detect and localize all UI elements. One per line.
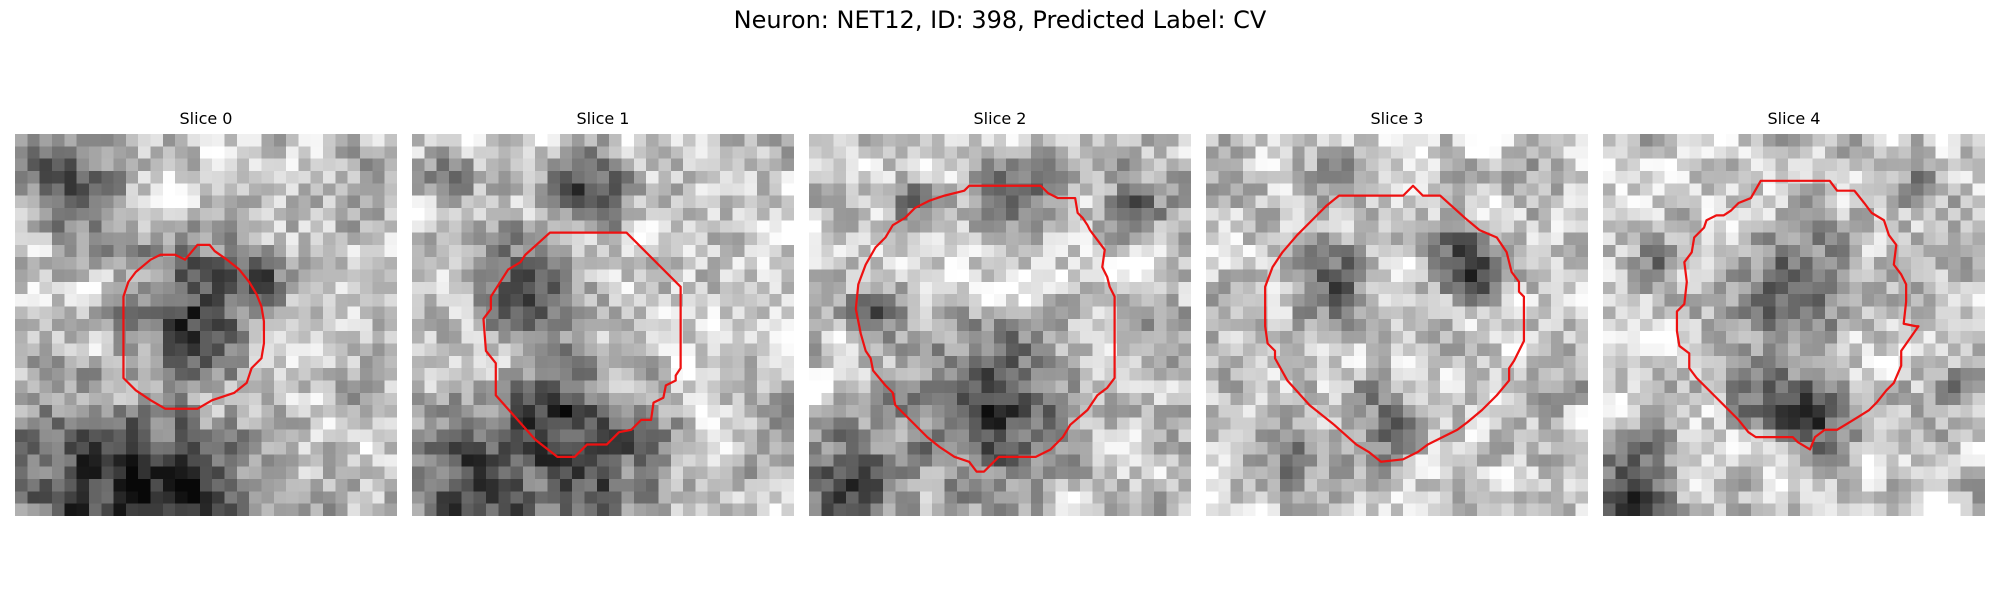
- slice-panel-1: Slice 1: [412, 108, 794, 516]
- slice-panel-4: Slice 4: [1603, 108, 1985, 516]
- slice-image-pixels-4: [1603, 134, 1985, 516]
- slice-image-pixels-0: [15, 134, 397, 516]
- slice-image-3: [1206, 134, 1588, 516]
- slice-image-pixels-1: [412, 134, 794, 516]
- cell-contour-1: [482, 231, 682, 458]
- slice-image-2: [809, 134, 1191, 516]
- slice-contour-svg-2: [854, 184, 1116, 473]
- slice-title-0: Slice 0: [179, 109, 233, 128]
- slice-contour-svg-1: [482, 231, 682, 458]
- figure-title: Neuron: NET12, ID: 398, Predicted Label:…: [733, 6, 1267, 34]
- cell-contour-0: [122, 243, 266, 410]
- slice-image-1: [412, 134, 794, 516]
- slice-panel-2: Slice 2: [809, 108, 1191, 516]
- slice-title-1: Slice 1: [576, 109, 630, 128]
- slice-panel-3: Slice 3: [1206, 108, 1588, 516]
- slice-contour-svg-3: [1264, 184, 1526, 463]
- cell-contour-2: [854, 184, 1116, 473]
- slice-image-4: [1603, 134, 1985, 516]
- slice-panel-0: Slice 0: [15, 108, 397, 516]
- slice-image-pixels-2: [809, 134, 1191, 516]
- slice-title-3: Slice 3: [1370, 109, 1424, 128]
- slice-title-2: Slice 2: [973, 109, 1027, 128]
- cell-contour-4: [1675, 179, 1920, 451]
- slice-image-0: [15, 134, 397, 516]
- slice-title-4: Slice 4: [1767, 109, 1821, 128]
- cell-contour-3: [1264, 184, 1526, 463]
- slice-contour-svg-0: [122, 243, 266, 410]
- slice-contour-svg-4: [1675, 179, 1920, 451]
